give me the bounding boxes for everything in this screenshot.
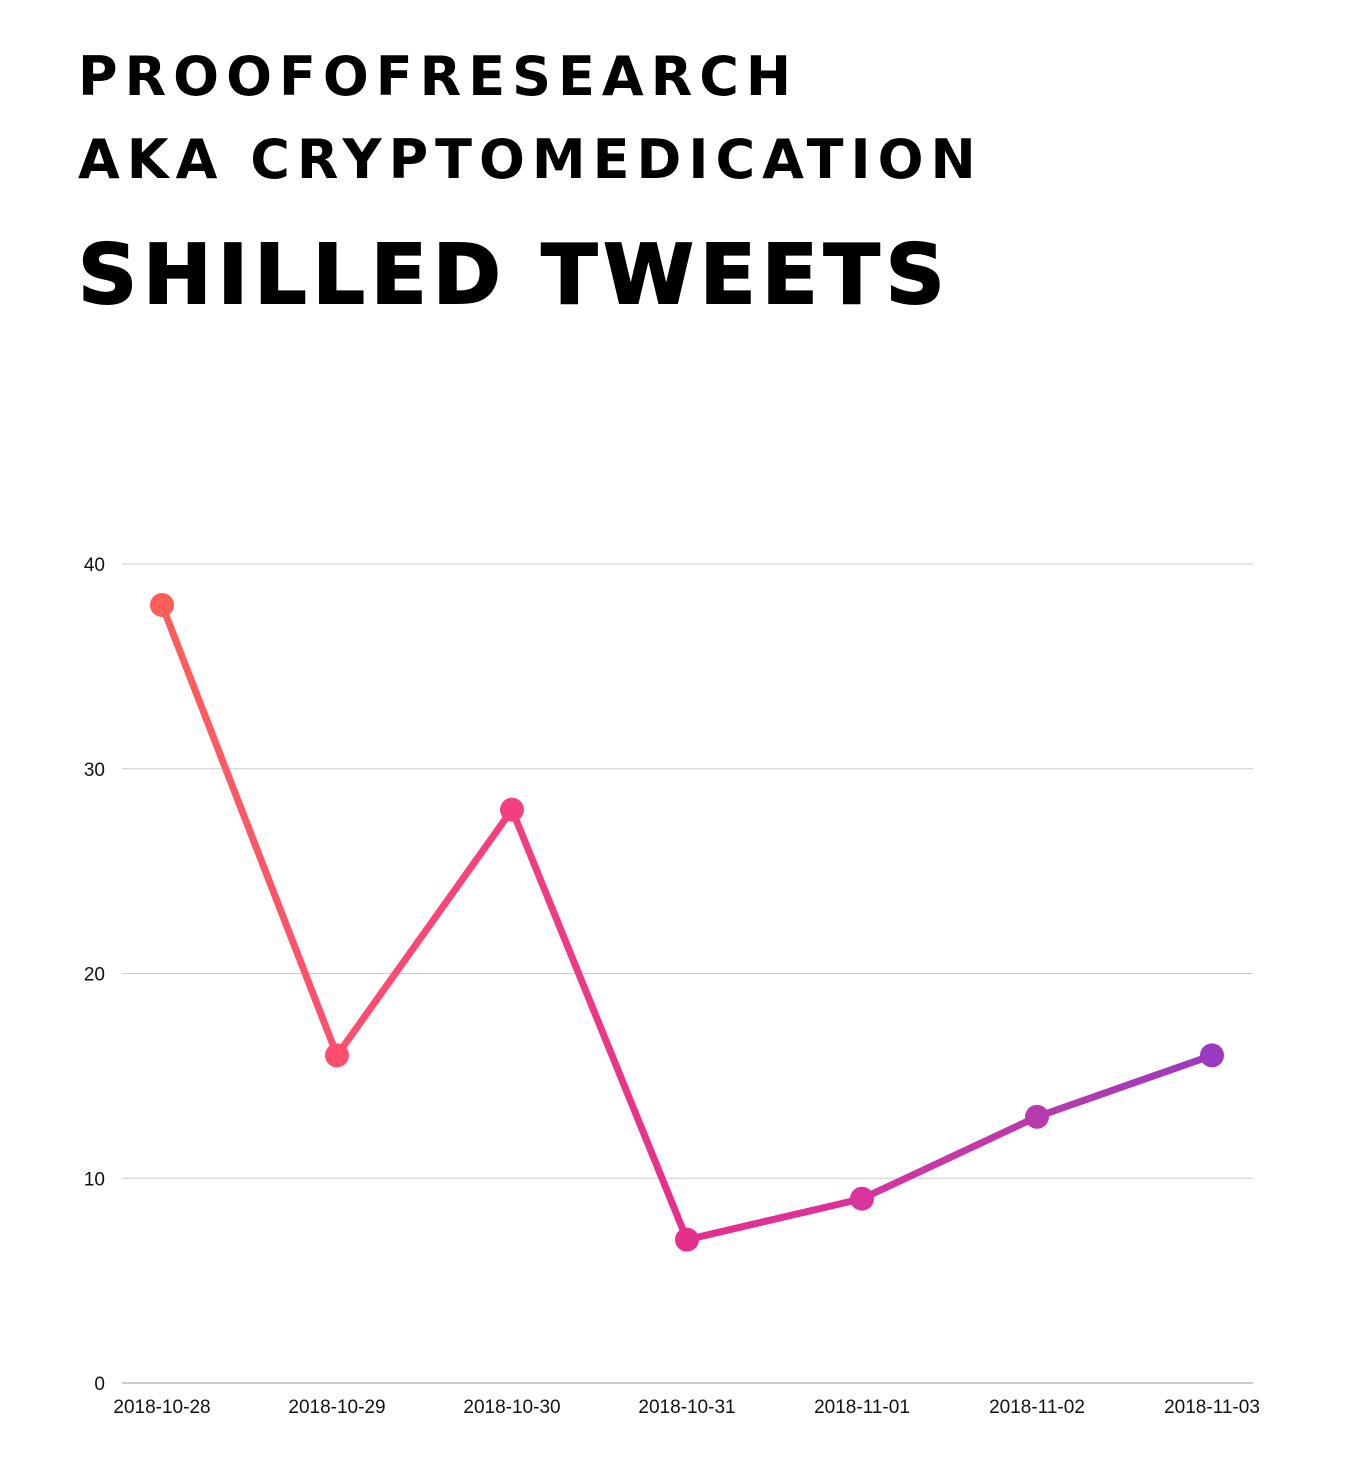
data-point: [1200, 1043, 1224, 1068]
y-tick-label: 40: [84, 555, 105, 576]
x-tick-label: 2018-10-31: [638, 1397, 735, 1418]
data-point: [500, 797, 524, 822]
data-point: [150, 592, 174, 617]
y-tick-label: 30: [84, 760, 105, 781]
x-tick-label: 2018-10-28: [113, 1397, 210, 1418]
x-tick-label: 2018-11-01: [814, 1397, 910, 1418]
title-line-1: PROOFOFRESEARCH: [78, 45, 799, 108]
data-point: [325, 1043, 349, 1068]
title-block: PROOFOFRESEARCH AKA CRYPTOMEDICATION SHI…: [77, 45, 983, 323]
y-tick-label: 10: [84, 1169, 105, 1190]
title-line-2: AKA CRYPTOMEDICATION: [78, 128, 983, 191]
data-point: [675, 1227, 699, 1252]
y-tick-label: 0: [94, 1374, 105, 1395]
x-tick-label: 2018-10-30: [463, 1397, 560, 1418]
data-point: [1025, 1104, 1049, 1129]
x-tick-label: 2018-10-29: [288, 1397, 385, 1418]
y-tick-label: 20: [84, 965, 105, 986]
series-line: [158, 601, 1216, 1244]
data-point: [850, 1186, 874, 1211]
x-tick-label: 2018-11-03: [1164, 1397, 1260, 1418]
x-tick-label: 2018-11-02: [989, 1397, 1085, 1418]
chart-title: SHILLED TWEETS: [77, 228, 951, 323]
